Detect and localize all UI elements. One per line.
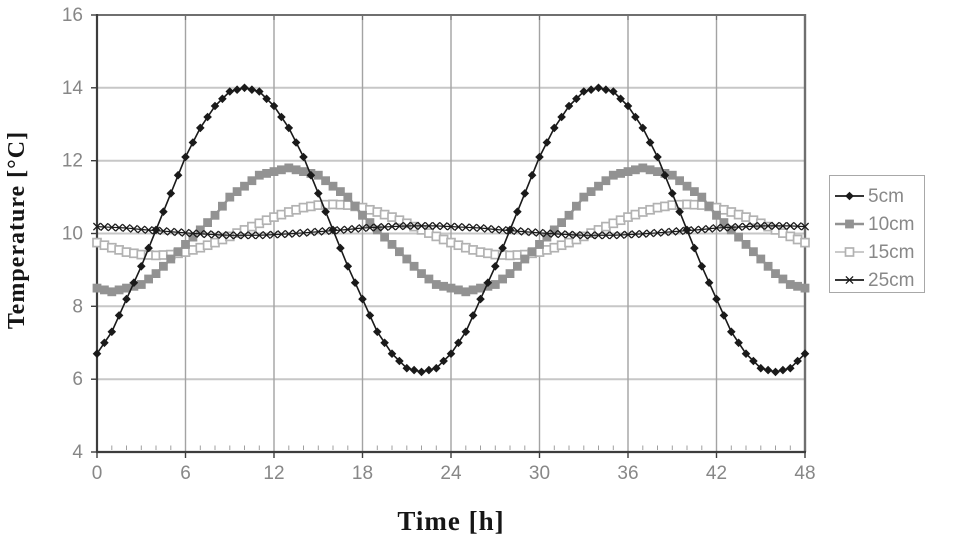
- legend-marker-10cm: [835, 219, 864, 229]
- x-tick-label: 12: [263, 463, 284, 484]
- x-tick-label: 24: [440, 463, 462, 484]
- plot-frame: [95, 14, 807, 454]
- x-tick-label: 42: [706, 463, 727, 484]
- legend-label: 10cm: [868, 213, 915, 235]
- x-minor-ticks: [111, 445, 791, 450]
- x-tick-label: 6: [180, 463, 191, 484]
- x-tick-label: 18: [352, 463, 373, 484]
- legend-item-25cm: 25cm: [834, 266, 924, 294]
- y-tick-label: 8: [72, 296, 83, 317]
- x-axis-title: Time [h]: [397, 506, 505, 536]
- x-tick-label: 48: [794, 463, 815, 484]
- x-tick-label: 0: [92, 463, 103, 484]
- legend: 5cm 10cm 15cm 25cm: [829, 175, 925, 293]
- tick-labels: 0 6 12 18 24 30 36 42 48 4 6 8 10 12 14 16: [62, 5, 816, 484]
- y-axis-title: Temperature [°C]: [4, 130, 30, 330]
- legend-label: 25cm: [868, 269, 915, 291]
- y-tick-label: 12: [62, 151, 83, 172]
- legend-marker-25cm: [835, 275, 864, 285]
- y-tick-label: 14: [62, 78, 84, 99]
- y-tick-label: 10: [62, 224, 83, 245]
- y-tick-label: 6: [72, 369, 83, 390]
- series-25cm: [92, 221, 810, 240]
- legend-label: 5cm: [868, 185, 904, 207]
- legend-marker-15cm: [835, 247, 864, 257]
- y-tick-label: 4: [72, 442, 83, 463]
- legend-item-5cm: 5cm: [834, 182, 924, 210]
- x-tick-label: 36: [617, 463, 638, 484]
- y-tick-label: 16: [62, 5, 83, 26]
- x-tick-label: 30: [529, 463, 550, 484]
- legend-marker-5cm: [835, 191, 864, 201]
- legend-item-10cm: 10cm: [834, 210, 924, 238]
- series-10cm: [92, 163, 810, 297]
- legend-item-15cm: 15cm: [834, 238, 924, 266]
- legend-label: 15cm: [868, 241, 915, 263]
